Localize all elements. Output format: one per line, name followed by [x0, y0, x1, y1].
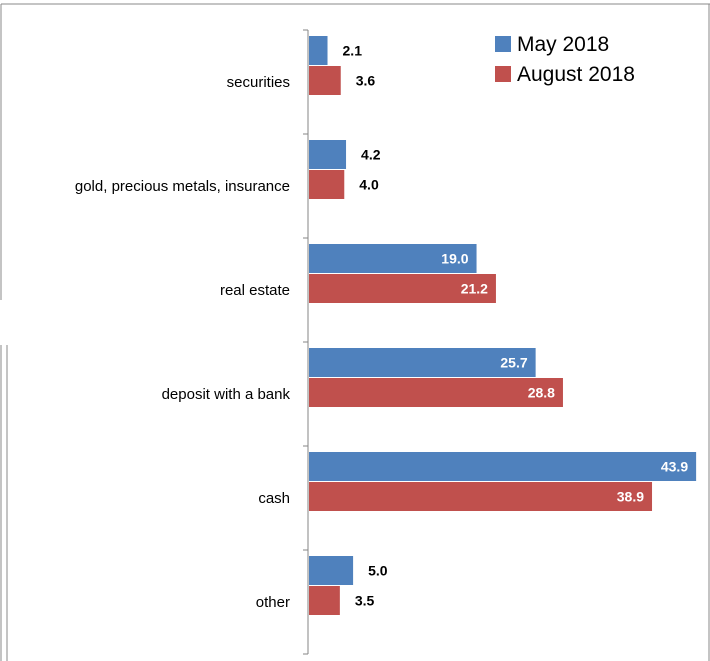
bar-may-2018	[309, 556, 354, 585]
data-label: 2.1	[343, 43, 363, 59]
bar-august-2018	[309, 274, 496, 303]
category-label: other	[256, 594, 290, 611]
legend-swatch	[495, 66, 511, 82]
data-label: 5.0	[368, 563, 388, 579]
bar-august-2018	[309, 66, 341, 95]
data-label: 3.6	[356, 73, 376, 89]
bar-august-2018	[309, 378, 563, 407]
data-label: 19.0	[441, 251, 468, 267]
category-label: cash	[258, 490, 290, 507]
data-label: 38.9	[617, 489, 644, 505]
legend-label: August 2018	[517, 63, 635, 86]
bar-august-2018	[309, 482, 653, 511]
data-label: 4.2	[361, 147, 381, 163]
category-label: real estate	[220, 282, 290, 299]
bar-may-2018	[309, 140, 347, 169]
category-label: securities	[227, 74, 290, 91]
bar-may-2018	[309, 36, 328, 65]
category-label: deposit with a bank	[162, 386, 291, 403]
legend-swatch	[495, 36, 511, 52]
bar-may-2018	[309, 452, 697, 481]
plot-area: securities 2.1 3.6 gold, precious metals, i…	[75, 29, 697, 655]
data-label: 4.0	[359, 177, 379, 193]
bar-may-2018	[309, 348, 536, 377]
bar-august-2018	[309, 170, 345, 199]
category-label: gold, precious metals, insurance	[75, 178, 290, 195]
legend-label: May 2018	[517, 33, 609, 56]
data-label: 3.5	[355, 593, 375, 609]
data-label: 25.7	[500, 355, 527, 371]
data-label: 43.9	[661, 459, 688, 475]
bar-august-2018	[309, 586, 340, 615]
bar-may-2018	[309, 244, 477, 273]
data-label: 28.8	[528, 385, 555, 401]
data-label: 21.2	[461, 281, 488, 297]
